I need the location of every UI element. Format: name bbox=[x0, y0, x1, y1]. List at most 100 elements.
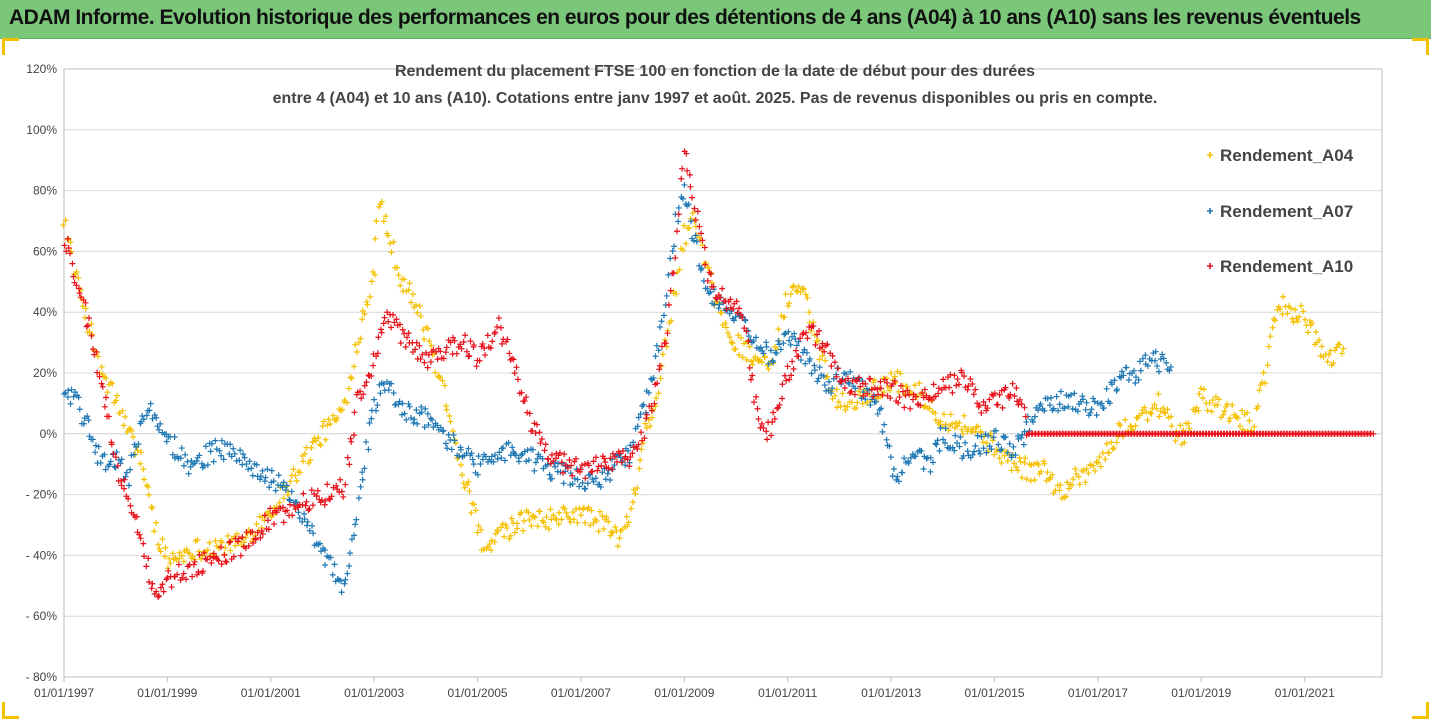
data-point bbox=[353, 516, 360, 523]
data-point bbox=[73, 269, 80, 276]
data-point bbox=[267, 505, 274, 512]
corner-decoration bbox=[2, 702, 19, 719]
data-point bbox=[130, 433, 137, 440]
data-point bbox=[602, 516, 609, 523]
data-point bbox=[371, 396, 378, 403]
data-point bbox=[374, 350, 381, 357]
data-point bbox=[114, 462, 121, 469]
data-point bbox=[227, 538, 234, 545]
x-tick-label: 01/01/2019 bbox=[1171, 686, 1231, 700]
data-point bbox=[1044, 395, 1051, 402]
data-point bbox=[357, 483, 364, 490]
data-point bbox=[1020, 441, 1027, 448]
data-point bbox=[1143, 408, 1150, 415]
data-point bbox=[879, 391, 886, 398]
data-point bbox=[1048, 394, 1055, 401]
data-point bbox=[734, 309, 741, 316]
data-point bbox=[475, 522, 482, 529]
data-point bbox=[691, 205, 698, 212]
data-point bbox=[1244, 409, 1251, 416]
data-point bbox=[546, 471, 553, 478]
data-point bbox=[426, 338, 433, 345]
data-point bbox=[829, 352, 836, 359]
data-point bbox=[949, 389, 956, 396]
data-point bbox=[760, 424, 767, 431]
data-point bbox=[659, 343, 666, 350]
points-layer bbox=[60, 148, 1377, 600]
data-point bbox=[928, 396, 935, 403]
data-point bbox=[206, 539, 213, 546]
data-point bbox=[581, 485, 588, 492]
data-point bbox=[472, 507, 479, 514]
data-point bbox=[570, 516, 577, 523]
data-point bbox=[574, 519, 581, 526]
data-point bbox=[853, 378, 860, 385]
data-point bbox=[1109, 445, 1116, 452]
data-point bbox=[1139, 355, 1146, 362]
data-point bbox=[1142, 352, 1149, 359]
data-point bbox=[536, 508, 543, 515]
data-point bbox=[833, 373, 840, 380]
data-point bbox=[425, 421, 432, 428]
data-point bbox=[350, 432, 357, 439]
data-point bbox=[1057, 481, 1064, 488]
data-point bbox=[385, 318, 392, 325]
data-point bbox=[196, 551, 203, 558]
data-point bbox=[585, 462, 592, 469]
data-point bbox=[590, 520, 597, 527]
data-point bbox=[297, 469, 304, 476]
data-point bbox=[552, 463, 559, 470]
data-point bbox=[1091, 398, 1098, 405]
data-point bbox=[787, 341, 794, 348]
data-point bbox=[1035, 461, 1042, 468]
data-point bbox=[523, 394, 530, 401]
data-point bbox=[427, 415, 434, 422]
data-point bbox=[1324, 358, 1331, 365]
data-point bbox=[347, 374, 354, 381]
data-point bbox=[819, 352, 826, 359]
data-point bbox=[879, 428, 886, 435]
data-point bbox=[675, 211, 682, 218]
data-point bbox=[996, 391, 1003, 398]
data-point bbox=[210, 458, 217, 465]
data-point bbox=[799, 285, 806, 292]
data-point bbox=[375, 334, 382, 341]
data-point bbox=[259, 467, 266, 474]
data-point bbox=[632, 490, 639, 497]
data-point bbox=[503, 525, 510, 532]
data-point bbox=[590, 458, 597, 465]
data-point bbox=[437, 348, 444, 355]
data-point bbox=[210, 550, 217, 557]
data-point bbox=[1085, 470, 1092, 477]
data-point bbox=[145, 555, 152, 562]
data-point bbox=[280, 519, 287, 526]
data-point bbox=[961, 373, 968, 380]
data-point bbox=[388, 380, 395, 387]
data-point bbox=[361, 465, 368, 472]
data-point bbox=[1008, 467, 1015, 474]
data-point bbox=[460, 338, 467, 345]
data-point bbox=[222, 558, 229, 565]
data-point bbox=[1185, 420, 1192, 427]
data-point bbox=[781, 314, 788, 321]
data-point bbox=[1370, 430, 1377, 437]
data-point bbox=[1125, 376, 1132, 383]
data-point bbox=[351, 409, 358, 416]
data-point bbox=[500, 444, 507, 451]
data-point bbox=[204, 462, 211, 469]
data-point bbox=[218, 452, 225, 459]
data-point bbox=[334, 414, 341, 421]
data-point bbox=[834, 404, 841, 411]
data-point bbox=[141, 553, 148, 560]
data-point bbox=[270, 478, 277, 485]
data-point bbox=[729, 340, 736, 347]
data-point bbox=[348, 375, 355, 382]
x-tick-label: 01/01/2001 bbox=[241, 686, 301, 700]
data-point bbox=[1333, 344, 1340, 351]
data-point bbox=[309, 438, 316, 445]
data-point bbox=[105, 413, 112, 420]
data-point bbox=[204, 556, 211, 563]
y-tick-label: - 60% bbox=[26, 609, 58, 623]
data-point bbox=[737, 334, 744, 341]
data-point bbox=[623, 513, 630, 520]
